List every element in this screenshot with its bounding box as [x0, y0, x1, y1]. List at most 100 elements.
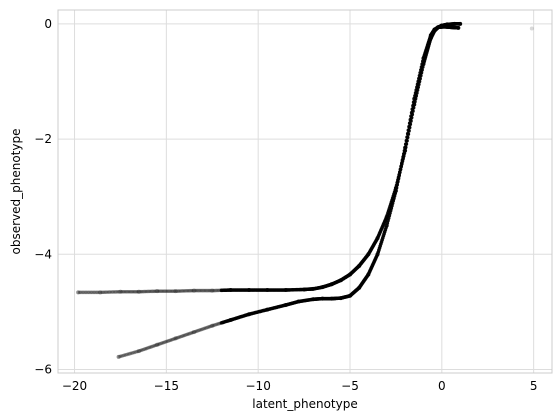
data-point: [136, 289, 141, 294]
data-point-fill: [189, 331, 194, 335]
grid-lines: [58, 10, 552, 373]
data-point-fill: [395, 182, 400, 187]
data-point-fill: [409, 114, 413, 119]
data-point: [98, 290, 103, 295]
data-point-fill: [398, 167, 403, 172]
data-point-fill: [414, 88, 419, 92]
data-point-fill: [417, 73, 422, 78]
data-point-fill: [172, 337, 177, 341]
data-point-fill: [101, 290, 105, 295]
data-point-fill: [157, 342, 162, 346]
data-point-fill: [142, 289, 146, 294]
data-point-fill: [417, 76, 421, 81]
data-point-fill: [193, 329, 198, 334]
data-point-fill: [146, 346, 150, 350]
data-point-fill: [403, 142, 408, 147]
data-point: [210, 323, 215, 328]
data-point-fill: [400, 161, 404, 165]
data-point-fill: [182, 333, 187, 338]
data-point-fill: [87, 290, 92, 295]
data-point-fill: [142, 347, 146, 352]
data-point-fill: [152, 289, 157, 294]
data-point-fill: [126, 352, 131, 356]
data-point-fill: [102, 290, 107, 295]
data-point-fill: [150, 289, 154, 294]
data-point-fill: [168, 289, 173, 293]
data-point-fill: [405, 131, 410, 136]
data-point: [191, 330, 196, 335]
data-point-fill: [206, 325, 211, 329]
data-point-fill: [190, 330, 195, 335]
data-point-fill: [185, 332, 190, 337]
data-point-fill: [185, 289, 190, 293]
data-point-fill: [167, 289, 171, 293]
data-point-fill: [193, 288, 198, 293]
data-point-fill: [175, 289, 179, 293]
data-point-fill: [197, 288, 201, 293]
data-point-fill: [206, 288, 211, 293]
data-point: [458, 21, 463, 26]
data-point-fill: [410, 107, 415, 112]
data-point-fill: [154, 289, 158, 294]
data-point-fill: [189, 288, 194, 293]
data-point-fill: [131, 350, 135, 355]
data-point-fill: [401, 155, 405, 159]
data-point-fill: [95, 290, 99, 295]
data-point-fill: [184, 333, 188, 337]
data-point-fill: [176, 335, 180, 340]
data-point-fill: [124, 353, 128, 357]
data-point-fill: [164, 289, 169, 293]
data-point: [136, 349, 141, 354]
data-point-fill: [77, 290, 82, 295]
data-point-fill: [167, 338, 171, 343]
data-point-fill: [135, 349, 140, 354]
data-point-fill: [214, 322, 218, 327]
data-point-fill: [128, 351, 132, 356]
x-tick-label: −15: [154, 379, 179, 393]
data-point-fill: [205, 325, 209, 330]
data-point-fill: [99, 290, 104, 295]
data-point-fill: [161, 340, 166, 345]
data-point-fill: [188, 331, 192, 336]
data-point-fill: [205, 288, 209, 293]
data-point-fill: [407, 124, 411, 129]
data-point-fill: [140, 289, 145, 294]
data-point-fill: [139, 289, 144, 294]
data-point-fill: [148, 345, 153, 349]
data-point-fill: [401, 152, 406, 156]
data-point-fill: [415, 85, 419, 90]
data-point: [155, 289, 160, 294]
data-point-fill: [152, 343, 157, 348]
y-tick-label: 0: [44, 17, 52, 31]
data-point-fill: [119, 289, 124, 294]
data-point: [76, 290, 81, 295]
data-point-fill: [112, 290, 117, 294]
data-point-fill: [154, 343, 158, 348]
data-point-fill: [396, 179, 400, 184]
data-point: [155, 342, 160, 347]
data-point-fill: [168, 338, 173, 343]
y-axis-label: observed_phenotype: [9, 129, 23, 255]
data-point-fill: [159, 289, 163, 293]
data-point-fill: [420, 62, 424, 66]
data-point-fill: [118, 354, 122, 359]
data-point-fill: [129, 351, 134, 355]
data-point-fill: [114, 290, 118, 294]
data-point-fill: [186, 332, 191, 336]
data-point-fill: [121, 289, 125, 294]
data-point-fill: [190, 288, 195, 293]
data-point-fill: [85, 290, 90, 295]
data-point: [529, 26, 534, 31]
data-point: [191, 288, 196, 293]
data-point-fill: [407, 121, 412, 126]
data-point-fill: [199, 327, 204, 332]
data-point-fill: [144, 346, 149, 351]
data-point-fill: [203, 326, 208, 330]
data-points: [76, 21, 534, 359]
data-point-fill: [140, 347, 145, 352]
data-point-fill: [163, 289, 167, 293]
data-point-fill: [165, 289, 170, 293]
data-point-fill: [126, 289, 131, 294]
data-point-fill: [411, 100, 416, 105]
data-point-fill: [217, 288, 221, 293]
